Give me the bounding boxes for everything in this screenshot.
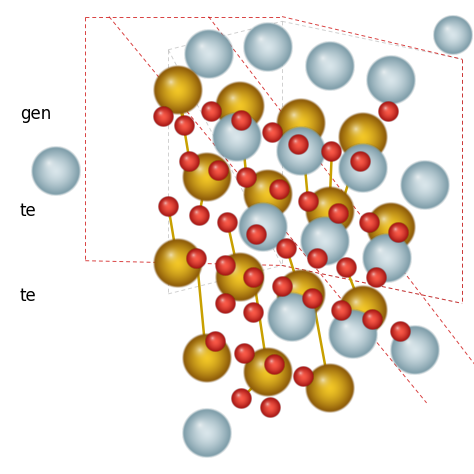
Text: te: te <box>20 287 36 305</box>
Text: te: te <box>20 202 36 220</box>
Text: gen: gen <box>20 105 51 123</box>
